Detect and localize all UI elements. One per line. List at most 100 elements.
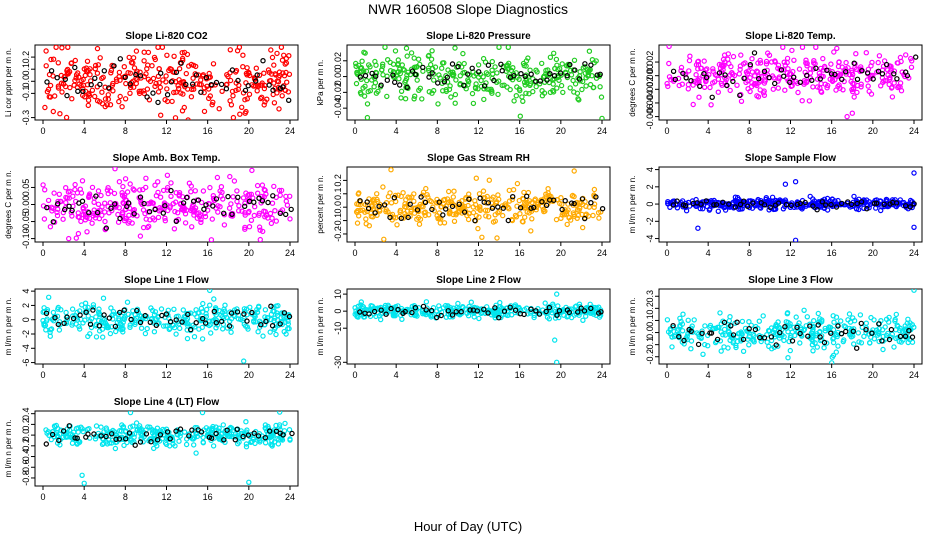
data-point xyxy=(250,83,257,89)
y-tick-label: -0.004 xyxy=(645,90,655,116)
reference-point xyxy=(772,80,778,87)
reference-point xyxy=(672,76,679,83)
data-point xyxy=(894,60,901,66)
reference-point xyxy=(572,67,578,73)
data-point xyxy=(209,216,215,222)
reference-point xyxy=(813,65,819,72)
data-point xyxy=(796,66,803,72)
x-tick-label: 16 xyxy=(203,126,213,136)
data-point xyxy=(794,80,801,87)
data-point xyxy=(358,299,364,305)
data-point xyxy=(257,236,263,242)
data-point xyxy=(133,420,140,426)
data-point xyxy=(428,61,434,68)
data-point xyxy=(271,317,277,324)
data-point xyxy=(259,94,265,101)
panel-title: Slope Gas Stream RH xyxy=(427,153,530,164)
reference-point xyxy=(234,426,240,432)
data-point xyxy=(278,45,285,50)
data-point xyxy=(450,194,456,200)
data-point xyxy=(273,331,279,338)
data-point xyxy=(721,344,727,350)
reference-point xyxy=(117,56,124,62)
data-point xyxy=(182,220,189,226)
data-point xyxy=(725,56,731,62)
data-point xyxy=(360,207,366,213)
data-point xyxy=(810,348,816,354)
data-point xyxy=(785,355,791,361)
reference-point xyxy=(761,68,768,75)
data-point xyxy=(200,434,206,441)
reference-point xyxy=(372,210,378,216)
data-point xyxy=(154,179,161,185)
data-point xyxy=(246,223,253,230)
data-point xyxy=(751,339,757,345)
data-point xyxy=(218,183,225,190)
data-point xyxy=(85,97,92,104)
data-point xyxy=(552,65,558,72)
reference-point xyxy=(783,201,790,208)
reference-point xyxy=(371,308,378,315)
data-point xyxy=(574,201,581,207)
data-point xyxy=(81,94,88,100)
data-point xyxy=(517,210,523,217)
reference-point xyxy=(137,73,144,79)
data-point xyxy=(500,212,506,219)
data-point xyxy=(821,345,827,351)
data-point xyxy=(402,95,409,102)
data-point xyxy=(475,62,482,68)
data-point xyxy=(780,45,786,50)
reference-point xyxy=(193,320,199,326)
reference-point xyxy=(434,314,440,321)
data-point xyxy=(200,440,206,446)
reference-point xyxy=(558,70,564,76)
reference-point xyxy=(720,199,726,205)
data-point xyxy=(108,305,114,311)
reference-point xyxy=(893,200,900,206)
data-point xyxy=(840,87,846,93)
reference-point xyxy=(461,209,468,215)
reference-point xyxy=(864,70,871,76)
data-point xyxy=(99,75,105,82)
data-point xyxy=(46,294,52,300)
data-point xyxy=(893,335,899,342)
reference-point xyxy=(789,338,796,344)
data-point xyxy=(863,320,870,326)
data-point xyxy=(43,427,49,433)
x-tick-label: 12 xyxy=(161,370,171,380)
data-point xyxy=(758,205,764,211)
data-point xyxy=(120,183,126,190)
data-point xyxy=(677,315,683,321)
x-tick-label: 0 xyxy=(40,492,45,502)
data-point xyxy=(561,211,568,218)
data-point xyxy=(733,342,739,349)
data-point xyxy=(664,317,671,323)
reference-point xyxy=(281,310,288,316)
data-point xyxy=(483,213,489,219)
reference-point xyxy=(547,70,553,77)
data-point xyxy=(95,201,102,207)
data-point xyxy=(127,181,133,187)
figure-title: NWR 160508 Slope Diagnostics xyxy=(368,1,568,17)
data-point xyxy=(371,83,377,90)
reference-point xyxy=(229,211,235,217)
data-point xyxy=(254,88,260,94)
data-point xyxy=(267,329,273,335)
data-point xyxy=(234,48,241,54)
data-point xyxy=(537,81,543,87)
data-point xyxy=(160,77,166,83)
reference-point xyxy=(824,67,830,74)
data-point xyxy=(726,60,732,67)
data-point xyxy=(124,189,131,195)
data-point xyxy=(511,98,517,104)
y-tick-label: -4 xyxy=(21,344,31,352)
data-point xyxy=(124,299,131,305)
reference-point xyxy=(378,82,384,88)
x-tick-label: 0 xyxy=(352,126,357,136)
reference-point xyxy=(683,75,689,81)
reference-point xyxy=(863,327,869,333)
data-point xyxy=(79,178,86,184)
data-point xyxy=(883,332,890,338)
data-point xyxy=(517,87,523,94)
data-point xyxy=(543,67,549,74)
